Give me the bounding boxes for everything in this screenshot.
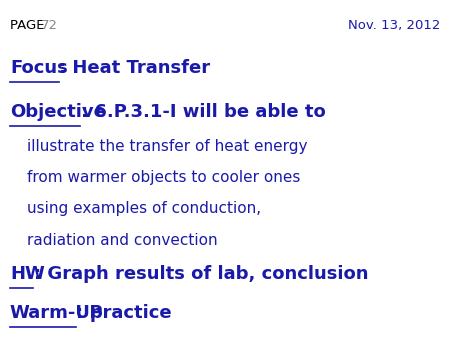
Text: : Heat Transfer: : Heat Transfer [59, 59, 211, 77]
Text: : Graph results of lab, conclusion: : Graph results of lab, conclusion [34, 265, 368, 283]
Text: Warm-Up: Warm-Up [10, 304, 104, 322]
Text: Objective: Objective [10, 103, 106, 121]
Text: PAGE: PAGE [10, 19, 49, 31]
Text: using examples of conduction,: using examples of conduction, [27, 201, 261, 216]
Text: Nov. 13, 2012: Nov. 13, 2012 [348, 19, 440, 31]
Text: Focus: Focus [10, 59, 68, 77]
Text: radiation and convection: radiation and convection [27, 233, 218, 248]
Text: from warmer objects to cooler ones: from warmer objects to cooler ones [27, 170, 301, 185]
Text: : 6.P.3.1-I will be able to: : 6.P.3.1-I will be able to [81, 103, 325, 121]
Text: : Practice: : Practice [76, 304, 172, 322]
Text: HW: HW [10, 265, 45, 283]
Text: 72: 72 [40, 19, 58, 31]
Text: illustrate the transfer of heat energy: illustrate the transfer of heat energy [27, 139, 307, 153]
